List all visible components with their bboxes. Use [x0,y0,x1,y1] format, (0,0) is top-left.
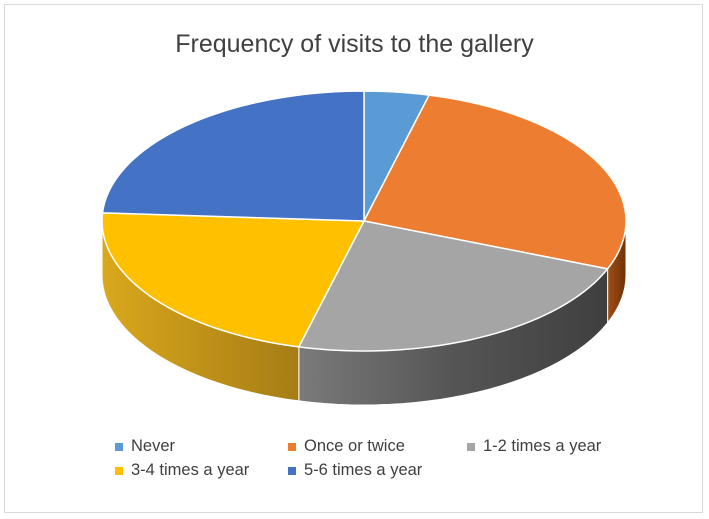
slice-5-6-times-a-year [101,90,365,222]
slice-once-or-twice [363,94,627,270]
slice-1-2-times-a-year [298,220,609,352]
slice-3-4-times-a-year [101,212,365,348]
chart-title: Frequency of visits to the gallery [175,30,534,58]
